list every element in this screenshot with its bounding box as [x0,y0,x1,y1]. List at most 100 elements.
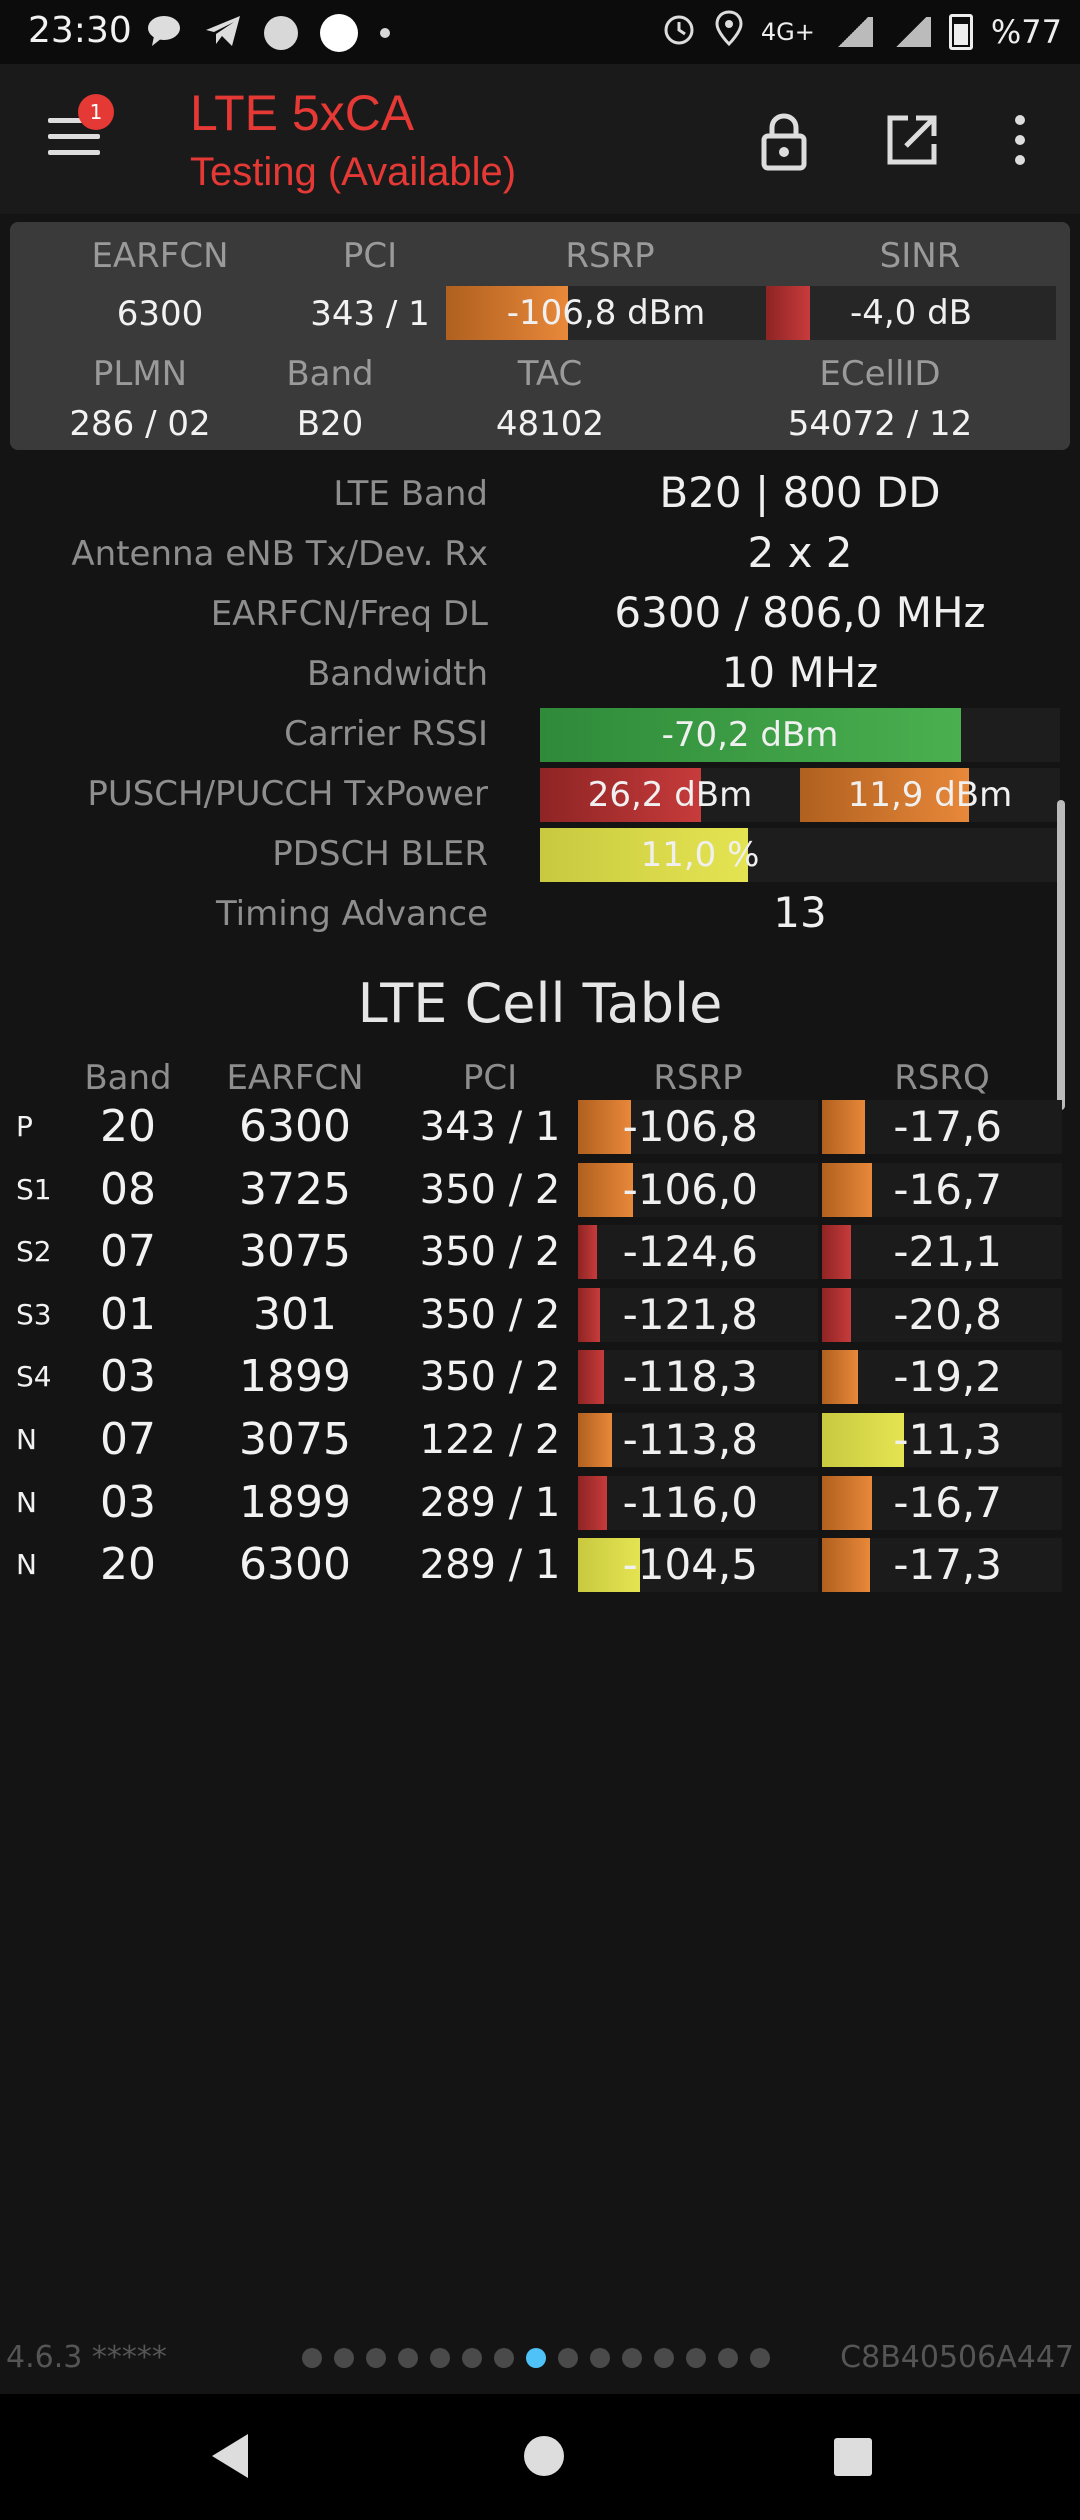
carrier-rssi-value: -70,2 dBm [661,715,839,755]
plmn-value: 286 / 02 [69,404,211,444]
cell-rsrq-value: -17,6 [893,1102,1002,1151]
cell-rsrq-fill [822,1287,851,1342]
page-dot[interactable] [302,2348,322,2368]
tac-label: TAC [517,354,583,394]
pusch-txpower-value: 26,2 dBm [587,775,753,815]
page-dot[interactable] [622,2348,642,2368]
cell-rsrq-bar: -11,3 [822,1413,1062,1467]
cell-rsrp-value: -113,8 [622,1415,758,1464]
cell-earfcn: 1899 [239,1351,351,1403]
table-row: S1 08 3725 350 / 2 -106,0 -16,7 [0,1159,1080,1221]
share-icon[interactable] [880,108,944,172]
cell-band: 20 [100,1539,156,1591]
header-pci: PCI [462,1058,518,1098]
page-dot[interactable] [718,2348,738,2368]
page-indicator[interactable] [302,2348,770,2368]
page-dot[interactable] [462,2348,482,2368]
cell-rsrq-value: -16,7 [893,1164,1002,1214]
cell-rsrp-value: -124,6 [622,1227,758,1277]
page-dot[interactable] [526,2348,546,2368]
pusch-txpower-bar: 26,2 dBm [540,768,800,822]
cell-type: S1 [16,1172,52,1206]
table-row: N 20 6300 289 / 1 -104,5 -17,3 [0,1534,1080,1596]
cell-rsrp-bar: -118,3 [578,1350,818,1405]
header-earfcn: EARFCN [226,1058,364,1098]
antenna-label: Antenna eNB Tx/Dev. Rx [71,534,488,574]
alarm-icon [661,10,697,54]
cell-earfcn: 3075 [239,1414,351,1465]
header-rsrq: RSRQ [894,1058,990,1098]
cell-table-title: LTE Cell Table [357,972,723,1035]
page-dot[interactable] [558,2348,578,2368]
back-icon[interactable] [212,2434,248,2478]
table-row: S4 03 1899 350 / 2 -118,3 -19,2 [0,1346,1080,1408]
page-dot[interactable] [494,2348,514,2368]
lte-band-value: B20 | 800 DD [659,468,941,517]
page-dot[interactable] [398,2348,418,2368]
cell-type: S2 [16,1235,52,1269]
cell-band: 07 [100,1414,156,1465]
lock-icon[interactable] [752,108,816,172]
cell-rsrq-fill [822,1413,904,1467]
cell-rsrq-bar: -16,7 [822,1162,1062,1217]
cell-rsrp-value: -106,0 [622,1164,758,1214]
summary-panel: EARFCN PCI RSRP SINR 6300 343 / 1 -106,8… [10,222,1070,450]
table-row: S2 07 3075 350 / 2 -124,6 -21,1 [0,1221,1080,1283]
status-bar: 23:30 4G+ %77 [0,0,1080,64]
battery-level: %77 [990,13,1062,51]
cell-rsrq-bar: -20,8 [822,1287,1062,1342]
page-dot[interactable] [430,2348,450,2368]
timing-advance-label: Timing Advance [215,894,488,934]
page-dot[interactable] [750,2348,770,2368]
cell-pci: 289 / 1 [419,1542,561,1589]
bandwidth-label: Bandwidth [306,654,488,694]
app-version: 4.6.3 ***** [6,2340,167,2375]
page-dot[interactable] [366,2348,386,2368]
more-icon[interactable] [1000,108,1040,172]
cell-type: P [16,1110,33,1143]
antenna-value: 2 x 2 [747,528,853,577]
timing-advance-value: 13 [773,888,827,937]
bler-bar: 11,0 % [540,828,1060,882]
cell-rsrq-bar: -17,6 [822,1100,1062,1154]
status-time: 23:30 [28,10,132,51]
cell-type: N [16,1548,37,1582]
pucch-txpower-bar: 11,9 dBm [800,768,1060,822]
scrollbar[interactable] [1057,800,1065,1110]
ecellid-label: ECellID [819,354,941,394]
cell-pci: 343 / 1 [419,1104,561,1150]
table-row: S3 01 301 350 / 2 -121,8 -20,8 [0,1284,1080,1346]
cell-rsrq-fill [822,1162,873,1217]
page-dot[interactable] [590,2348,610,2368]
menu-icon[interactable] [48,118,100,166]
recent-apps-icon[interactable] [834,2438,872,2476]
location-icon [715,10,743,54]
network-type: 4G+ [760,18,815,46]
carrier-rssi-label: Carrier RSSI [284,714,488,754]
rsrp-bar: -106,8 dBm [446,286,766,340]
cell-rsrp-value: -106,8 [622,1102,758,1151]
cell-type: S4 [16,1360,52,1394]
page-dot[interactable] [334,2348,354,2368]
cell-rsrp-bar: -121,8 [578,1287,818,1342]
band-value: B20 [296,404,364,444]
page-dot[interactable] [686,2348,706,2368]
cell-rsrq-fill [822,1538,870,1593]
band-label: Band [286,354,374,394]
plmn-label: PLMN [92,354,188,394]
home-icon[interactable] [524,2436,564,2476]
dot-icon [380,28,390,38]
cell-rsrp-value: -121,8 [622,1289,758,1339]
page-dot[interactable] [654,2348,674,2368]
cell-rsrq-value: -11,3 [893,1415,1002,1464]
cell-earfcn: 6300 [239,1101,351,1152]
sinr-fill [766,286,810,340]
rsrp-value: -106,8 dBm [506,293,706,333]
header-band: Band [84,1058,172,1098]
cell-rsrq-value: -21,1 [893,1227,1002,1277]
notification-badge: 1 [78,94,114,130]
message-icon [146,14,182,52]
cell-band: 01 [100,1288,156,1340]
pucch-txpower-fill [800,768,969,822]
cell-rsrq-value: -17,3 [893,1540,1002,1590]
